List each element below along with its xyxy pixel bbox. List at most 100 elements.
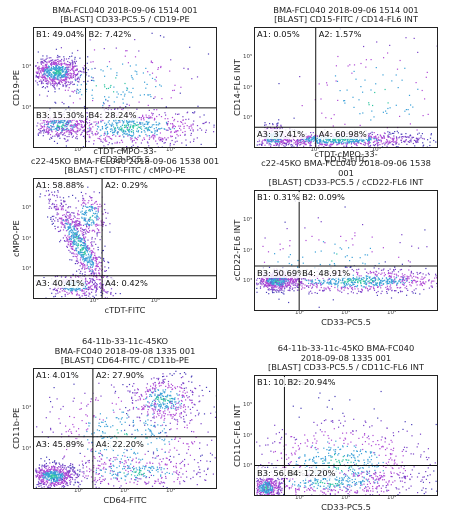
event-point	[127, 121, 129, 123]
event-point	[80, 237, 82, 239]
event-point	[77, 247, 79, 249]
event-point	[54, 91, 56, 93]
event-point	[361, 139, 363, 141]
event-point	[299, 284, 301, 286]
event-point	[276, 281, 278, 283]
event-point	[99, 273, 101, 275]
event-point	[314, 136, 316, 138]
event-point	[174, 141, 176, 143]
event-point	[310, 142, 312, 144]
event-point	[51, 120, 53, 122]
event-point	[91, 210, 93, 212]
event-point	[68, 120, 70, 122]
event-point	[275, 143, 277, 145]
event-point	[83, 70, 85, 72]
event-point	[92, 272, 94, 274]
event-point	[375, 136, 377, 138]
event-point	[105, 291, 107, 293]
event-point	[336, 80, 339, 82]
event-point	[265, 291, 268, 293]
event-point	[85, 120, 87, 122]
event-point	[421, 133, 423, 135]
event-point	[380, 139, 382, 141]
event-point	[85, 83, 88, 85]
event-point	[123, 126, 126, 129]
event-point	[417, 88, 419, 90]
event-point	[179, 134, 181, 136]
event-point	[388, 142, 390, 144]
event-point	[359, 124, 361, 126]
event-point	[64, 240, 66, 242]
event-point	[67, 244, 69, 246]
event-point	[281, 284, 283, 286]
event-point	[53, 86, 55, 88]
event-point	[309, 142, 311, 145]
event-point	[151, 112, 153, 114]
event-point	[268, 140, 270, 143]
event-point	[72, 212, 74, 214]
event-point	[110, 291, 112, 294]
event-point	[52, 289, 54, 291]
event-point	[391, 80, 393, 82]
event-point	[298, 141, 300, 143]
event-point	[79, 98, 81, 100]
event-point	[297, 140, 300, 142]
event-point	[340, 141, 342, 143]
event-point	[68, 217, 70, 219]
event-point	[78, 77, 80, 79]
event-point	[74, 216, 76, 218]
event-point	[86, 112, 88, 114]
event-point	[297, 142, 299, 144]
event-point	[190, 124, 192, 126]
event-point	[80, 134, 82, 136]
event-point	[79, 119, 81, 121]
event-point	[57, 126, 59, 129]
event-point	[91, 260, 93, 262]
event-point	[52, 66, 54, 68]
event-point	[77, 252, 79, 254]
event-point	[344, 142, 346, 144]
chart-title-line: BMA-FCL040 2018-09-06 1514 001	[273, 4, 419, 15]
event-point	[213, 131, 215, 133]
event-point	[113, 126, 115, 128]
event-point	[395, 146, 397, 147]
event-point	[94, 268, 96, 270]
event-point	[289, 288, 291, 290]
event-point	[143, 125, 145, 128]
event-point	[77, 130, 79, 132]
event-point	[280, 278, 282, 281]
event-point	[71, 222, 73, 224]
event-point	[72, 91, 74, 93]
event-point	[157, 124, 160, 126]
event-point	[110, 84, 112, 87]
event-point	[346, 143, 348, 145]
event-point	[86, 260, 88, 262]
event-point	[362, 143, 364, 146]
event-point	[404, 135, 406, 138]
event-point	[68, 133, 70, 135]
event-point	[89, 130, 91, 133]
event-point	[112, 124, 114, 126]
event-point	[95, 258, 97, 260]
event-point	[327, 140, 330, 142]
event-point	[91, 219, 93, 221]
event-point	[405, 133, 407, 135]
event-point	[390, 133, 392, 135]
event-point	[92, 134, 94, 136]
event-point	[71, 240, 73, 243]
event-point	[310, 141, 312, 143]
event-point	[355, 144, 357, 146]
event-point	[66, 121, 68, 123]
event-point	[170, 128, 172, 130]
event-point	[270, 278, 272, 280]
event-point	[76, 262, 78, 265]
event-point	[76, 244, 78, 246]
event-point	[87, 262, 89, 264]
event-point	[73, 225, 75, 227]
event-point	[83, 65, 86, 67]
event-point	[83, 202, 86, 204]
event-point	[102, 225, 104, 227]
event-point	[76, 217, 78, 220]
event-point	[205, 131, 207, 133]
event-point	[98, 269, 100, 272]
